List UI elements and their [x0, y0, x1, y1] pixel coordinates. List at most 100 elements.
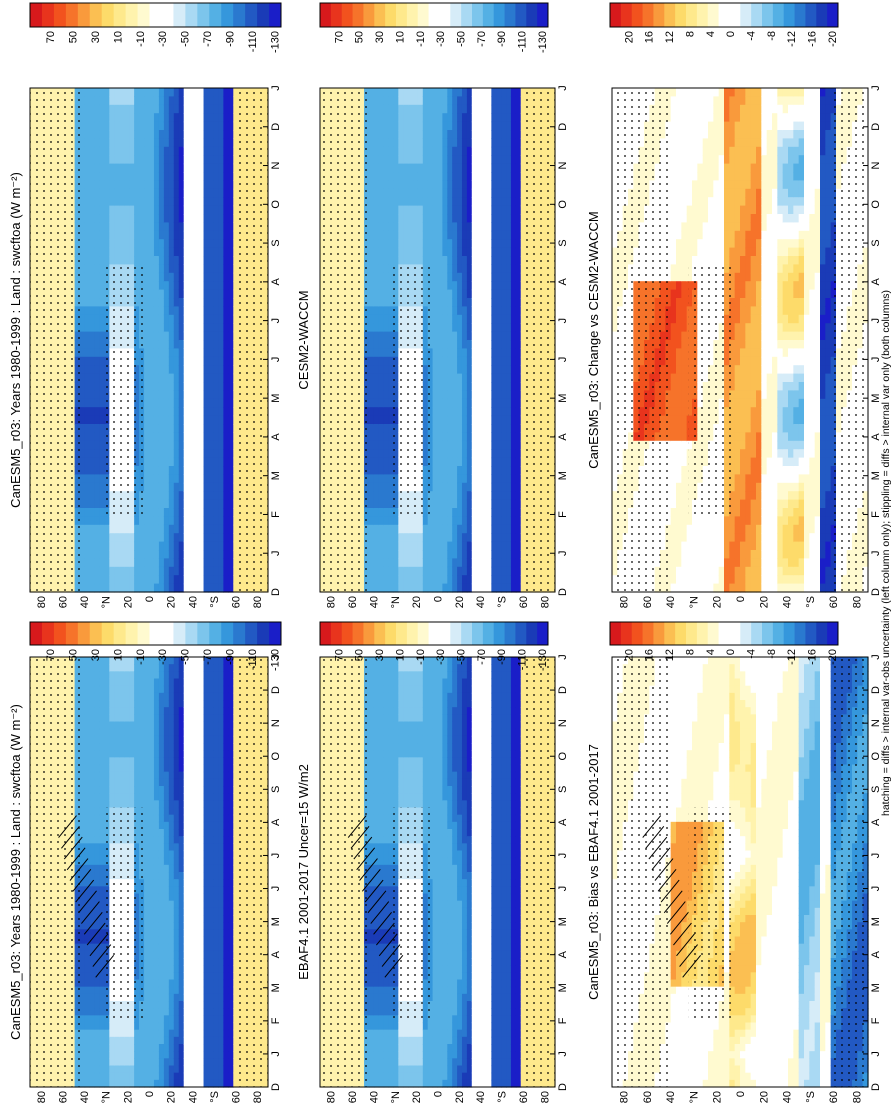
heatmap-cell — [158, 879, 165, 887]
heatmap-cell — [149, 700, 155, 708]
heatmap-cell — [183, 373, 190, 383]
heatmap-cell — [183, 807, 190, 816]
heatmap-cell — [124, 550, 130, 559]
heatmap-cell — [129, 786, 135, 794]
heatmap-cell — [173, 972, 180, 981]
heatmap-cell — [114, 516, 120, 526]
heatmap-cell — [178, 821, 185, 830]
heatmap-cell — [208, 750, 215, 758]
lat-tick-label: °S — [209, 1091, 221, 1103]
heatmap-cell — [218, 872, 224, 880]
heatmap-cell — [168, 180, 175, 190]
heatmap-cell — [163, 398, 170, 408]
heatmap-cell — [89, 1072, 96, 1081]
heatmap-cell — [89, 864, 96, 873]
heatmap-cell — [158, 685, 165, 694]
heatmap-cell — [94, 524, 101, 534]
colorbar-swatch — [89, 622, 103, 645]
heatmap-cell — [99, 205, 105, 215]
heatmap-cell — [104, 256, 110, 265]
heatmap-cell — [149, 1022, 155, 1031]
heatmap-cell — [173, 331, 180, 341]
heatmap-cell — [84, 239, 91, 249]
heatmap-cell — [109, 583, 115, 593]
heatmap-cell — [163, 457, 170, 467]
heatmap-cell — [149, 365, 155, 375]
heatmap-cell — [193, 314, 200, 324]
heatmap-cell — [163, 979, 170, 988]
heatmap-cell — [94, 172, 101, 181]
heatmap-cell — [129, 721, 135, 730]
heatmap-cell — [213, 922, 220, 930]
heatmap-cell — [158, 778, 165, 787]
heatmap-cell — [129, 1072, 135, 1081]
heatmap-cell — [218, 735, 224, 744]
heatmap-cell — [223, 793, 229, 801]
heatmap-cell — [213, 764, 220, 773]
heatmap-cell — [183, 857, 190, 866]
heatmap-cell — [163, 700, 170, 708]
heatmap-cell — [109, 743, 115, 751]
heatmap-cell — [84, 757, 91, 766]
heatmap-cell — [144, 1036, 150, 1045]
heatmap-cell — [163, 972, 170, 981]
heatmap-cell — [158, 138, 165, 148]
heatmap-cell — [193, 222, 200, 232]
heatmap-cell — [183, 524, 190, 534]
heatmap-cell — [223, 1029, 229, 1038]
heatmap-cell — [193, 348, 200, 358]
heatmap-cell — [178, 1036, 185, 1045]
heatmap-cell — [94, 1065, 101, 1074]
heatmap-cell — [114, 172, 120, 181]
heatmap-cell — [193, 415, 200, 425]
heatmap-cell — [188, 407, 195, 417]
heatmap-cell — [208, 1001, 215, 1009]
heatmap-cell — [84, 836, 91, 844]
heatmap-cell — [178, 104, 185, 114]
heatmap-cell — [153, 979, 160, 988]
heatmap-cell — [178, 965, 185, 973]
heatmap-cell — [89, 671, 96, 680]
heatmap-cell — [203, 728, 210, 737]
heatmap-cell — [124, 205, 130, 215]
heatmap-cell — [84, 180, 91, 190]
heatmap-cell — [139, 113, 145, 123]
heatmap-cell — [114, 1072, 120, 1081]
heatmap-cell — [168, 872, 175, 880]
heatmap-cell — [208, 836, 215, 844]
heatmap-cell — [144, 1008, 150, 1016]
heatmap-cell — [153, 180, 160, 190]
heatmap-cell — [139, 550, 145, 559]
heatmap-cell — [109, 750, 115, 758]
heatmap-cell — [94, 714, 101, 723]
heatmap-cell — [158, 864, 165, 873]
heatmap-cell — [119, 550, 125, 559]
heatmap-cell — [178, 979, 185, 988]
heatmap-cell — [99, 750, 105, 758]
heatmap-cell — [94, 197, 101, 207]
heatmap-cell — [153, 348, 160, 358]
heatmap-cell — [139, 205, 145, 215]
heatmap-cell — [223, 714, 229, 723]
heatmap-cell — [178, 707, 185, 715]
heatmap-cell — [183, 88, 190, 97]
heatmap-cell — [193, 757, 200, 766]
heatmap-cell — [213, 707, 220, 715]
heatmap-cell — [149, 415, 155, 425]
heatmap-cell — [104, 1044, 110, 1052]
heatmap-cell — [158, 1022, 165, 1031]
heatmap-cell — [94, 950, 101, 959]
heatmap-cell — [119, 743, 125, 751]
heatmap-cell — [213, 843, 220, 852]
heatmap-cell — [218, 1001, 224, 1009]
heatmap-cell — [124, 197, 130, 207]
heatmap-cell — [163, 88, 170, 97]
heatmap-cell — [158, 197, 165, 207]
heatmap-cell — [149, 306, 155, 316]
heatmap-cell — [109, 146, 115, 156]
heatmap-cell — [193, 979, 200, 988]
heatmap-cell — [114, 793, 120, 801]
heatmap-cell — [153, 915, 160, 923]
heatmap-cell — [188, 180, 195, 190]
heatmap-cell — [188, 943, 195, 952]
